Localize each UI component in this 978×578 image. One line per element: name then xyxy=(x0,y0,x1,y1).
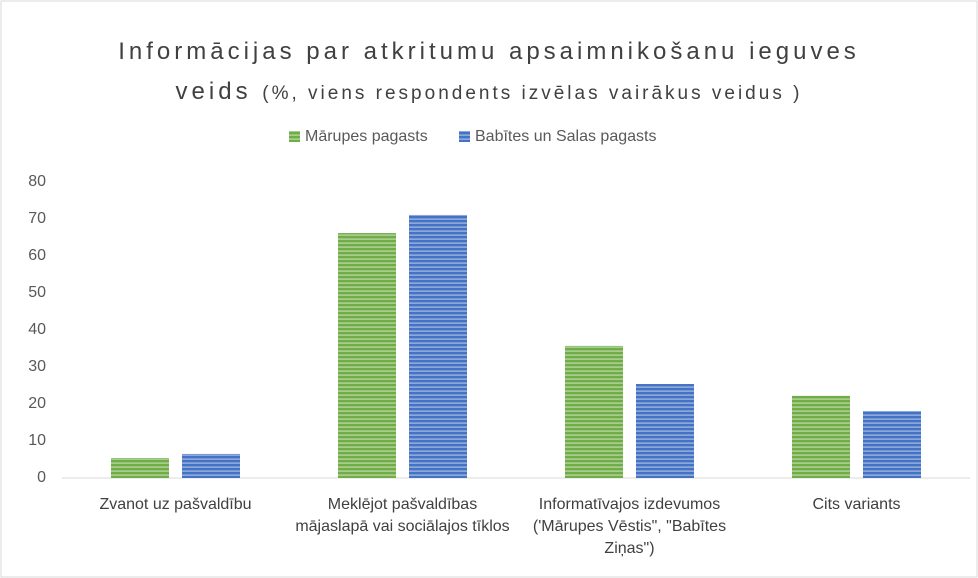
legend-label: Babītes un Salas pagasts xyxy=(475,128,656,145)
y-tick-label: 40 xyxy=(28,321,46,338)
bar xyxy=(792,395,850,478)
y-tick-label: 30 xyxy=(28,358,46,375)
legend-swatch xyxy=(289,131,300,142)
bar xyxy=(409,214,467,478)
bar xyxy=(111,458,169,478)
y-tick-label: 70 xyxy=(28,210,46,227)
y-tick-label: 20 xyxy=(28,395,46,412)
chart-subtitle: (%, viens respondents izvēlas vairākus v… xyxy=(262,83,803,104)
y-tick-label: 60 xyxy=(28,247,46,264)
bar xyxy=(338,233,396,478)
x-tick-label: Meklējot pašvaldības mājaslapā vai sociā… xyxy=(295,496,510,535)
y-tick-label: 80 xyxy=(28,173,46,190)
y-tick-label: 10 xyxy=(28,432,46,449)
x-tick-label: Cits variants xyxy=(812,496,901,513)
y-tick-label: 50 xyxy=(28,284,46,301)
bar xyxy=(565,345,623,478)
bar xyxy=(182,453,240,478)
legend-swatch xyxy=(459,131,470,142)
x-tick-label: Zvanot uz pašvaldību xyxy=(99,496,252,513)
bar xyxy=(636,384,694,478)
bar xyxy=(863,411,921,478)
x-tick-label: Informatīvajos izdevumos ('Mārupes Vēsti… xyxy=(532,496,727,557)
legend-label: Mārupes pagasts xyxy=(305,128,428,145)
y-tick-label: 0 xyxy=(37,469,46,486)
chart-title-block: Informācijas par atkritumu apsaimnikošan… xyxy=(99,32,879,114)
chart-title: Informācijas par atkritumu apsaimnikošan… xyxy=(118,38,860,105)
